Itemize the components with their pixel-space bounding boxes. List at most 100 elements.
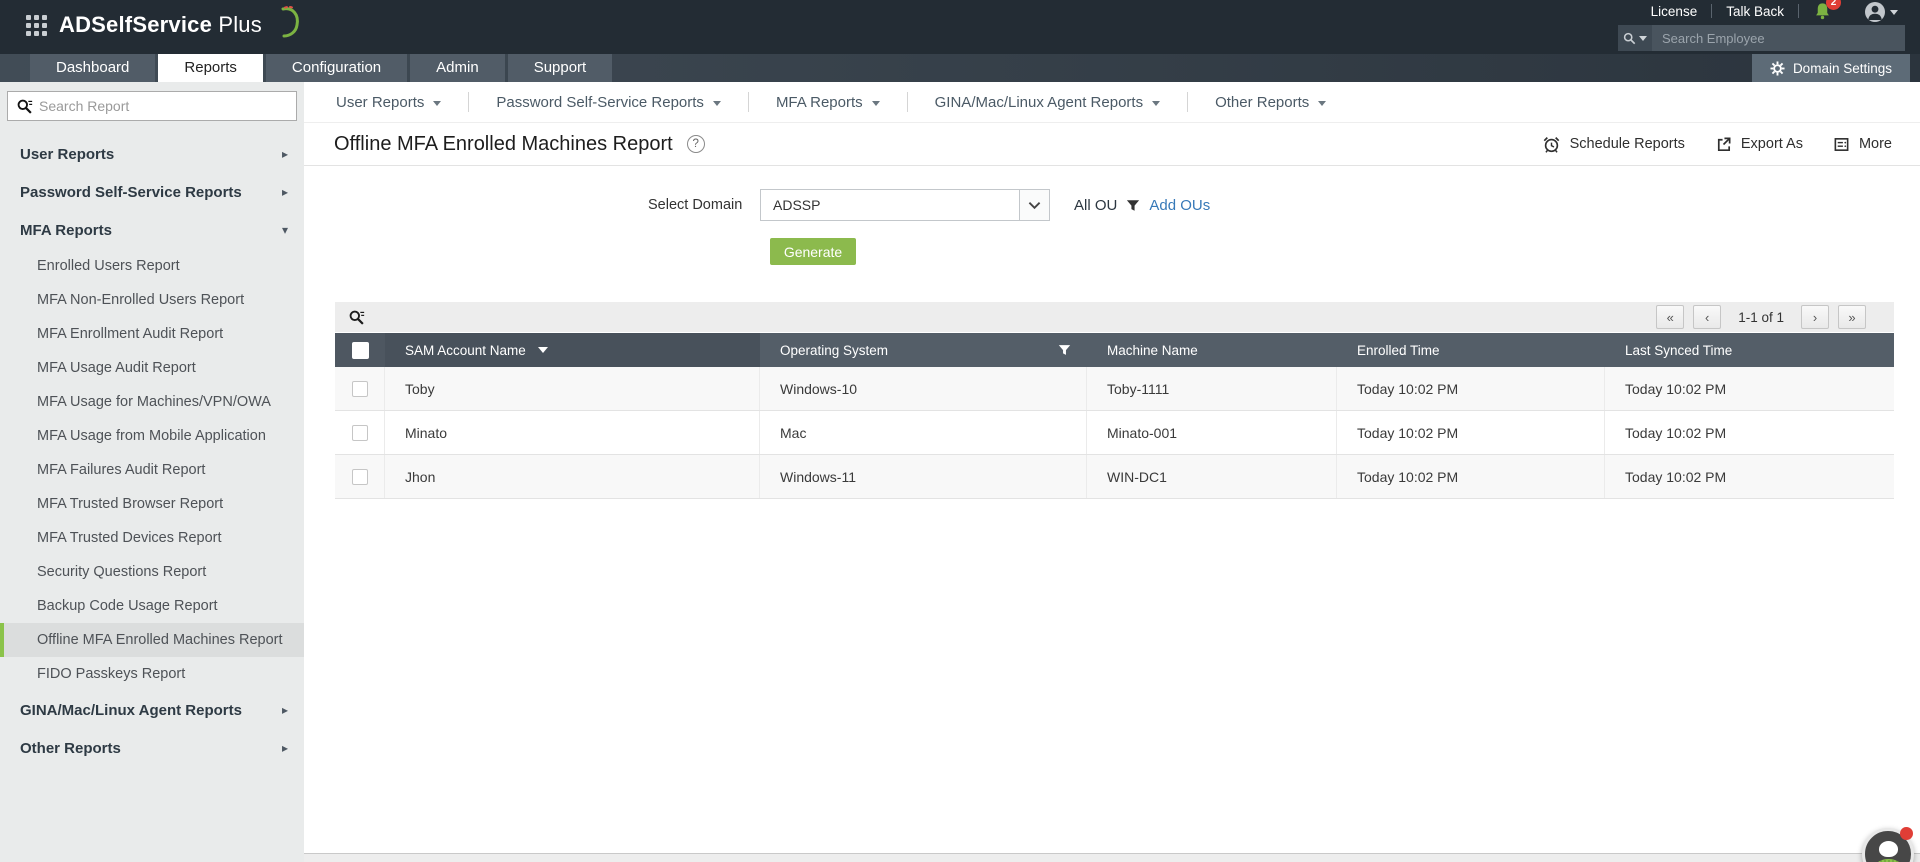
logo-swoosh-icon	[276, 5, 302, 39]
subnav-item[interactable]: Password Self-Service Reports	[469, 92, 749, 112]
schedule-reports-button[interactable]: Schedule Reports	[1542, 135, 1685, 154]
generate-button[interactable]: Generate	[770, 238, 856, 265]
sidebar-item-label: FIDO Passkeys Report	[37, 666, 186, 682]
sidebar-item[interactable]: MFA Reports	[0, 211, 304, 249]
sidebar-item[interactable]: MFA Trusted Browser Report	[0, 487, 304, 521]
table-header-columns: SAM Account Name Operating System Machin…	[385, 333, 1894, 367]
logo-bold-text: ADSelfService	[59, 12, 213, 37]
next-page-button[interactable]: ›	[1801, 305, 1829, 329]
export-icon	[1717, 137, 1731, 151]
cell-machine-name: Toby-1111	[1087, 367, 1337, 410]
sidebar-item-label: GINA/Mac/Linux Agent Reports	[20, 701, 242, 719]
subnav-item-label: GINA/Mac/Linux Agent Reports	[934, 93, 1144, 111]
column-header[interactable]: Last Synced Time	[1605, 333, 1894, 367]
search-icon	[1623, 32, 1636, 44]
cell-enrolled-time: Today 10:02 PM	[1337, 367, 1605, 410]
subnav-item-label: Password Self-Service Reports	[496, 93, 704, 111]
domain-settings-button[interactable]: Domain Settings	[1751, 54, 1910, 82]
app-header: ADSelfService Plus License Talk Back 2	[0, 0, 1920, 54]
more-button[interactable]: More	[1833, 136, 1892, 153]
sidebar-item[interactable]: MFA Failures Audit Report	[0, 453, 304, 487]
nav-tabs: Dashboard Reports Configuration Admin Suppor…	[30, 54, 613, 82]
subnav-item[interactable]: Other Reports	[1188, 92, 1353, 112]
pagination: « ‹ 1-1 of 1 › »	[1656, 305, 1866, 329]
subnav-item[interactable]: GINA/Mac/Linux Agent Reports	[908, 92, 1189, 112]
row-checkbox-cell	[335, 455, 385, 498]
sidebar-item[interactable]: Backup Code Usage Report	[0, 589, 304, 623]
chevron-icon	[282, 223, 288, 237]
sidebar-item[interactable]: MFA Trusted Devices Report	[0, 521, 304, 555]
table-row[interactable]: Minato Mac Minato-001 Today 10:02 PM Tod…	[335, 411, 1894, 455]
user-menu[interactable]	[1865, 2, 1898, 22]
chat-assistant-button[interactable]	[1862, 827, 1914, 862]
table-row[interactable]: Toby Windows-10 Toby-1111 Today 10:02 PM…	[335, 367, 1894, 411]
avatar-icon	[1865, 2, 1885, 22]
last-page-button[interactable]: »	[1838, 305, 1866, 329]
subnav-item[interactable]: User Reports	[309, 92, 470, 112]
employee-search-input[interactable]	[1652, 25, 1905, 51]
chevron-down-icon	[433, 100, 442, 106]
search-scope-button[interactable]	[1618, 25, 1652, 51]
row-checkbox[interactable]	[351, 424, 368, 441]
sidebar-item[interactable]: Enrolled Users Report	[0, 249, 304, 283]
column-header[interactable]: SAM Account Name	[385, 333, 760, 367]
employee-search	[1618, 25, 1905, 51]
sidebar-item[interactable]: Security Questions Report	[0, 555, 304, 589]
domain-select[interactable]: ADSSP	[760, 189, 1050, 221]
subnav-item-label: Other Reports	[1215, 93, 1310, 111]
nav-tab[interactable]: Admin	[410, 54, 505, 82]
table-row[interactable]: Jhon Windows-11 WIN-DC1 Today 10:02 PM T…	[335, 455, 1894, 499]
sidebar-item[interactable]: GINA/Mac/Linux Agent Reports	[0, 691, 304, 729]
filter-funnel-icon[interactable]	[1058, 344, 1071, 356]
cell-machine-name: Minato-001	[1087, 411, 1337, 454]
export-as-button[interactable]: Export As	[1715, 136, 1803, 153]
column-header[interactable]: Machine Name	[1087, 333, 1337, 367]
notification-dot	[1900, 827, 1913, 840]
sidebar-item[interactable]: Password Self-Service Reports	[0, 173, 304, 211]
gear-icon	[1770, 60, 1785, 76]
nav-tab[interactable]: Configuration	[265, 54, 408, 82]
sidebar-item-label: Password Self-Service Reports	[20, 183, 242, 201]
first-page-button[interactable]: «	[1656, 305, 1685, 329]
help-icon[interactable]: ?	[686, 135, 705, 153]
row-checkbox[interactable]	[351, 468, 368, 485]
sidebar-item[interactable]: Other Reports	[0, 729, 304, 767]
topbar-links: License Talk Back 2	[1650, 0, 1841, 22]
report-search-input[interactable]	[39, 98, 288, 114]
subnav-item[interactable]: MFA Reports	[749, 92, 908, 112]
report-form: Select Domain ADSSP All OU Add OUs Gener…	[304, 166, 1920, 265]
chevron-icon	[282, 703, 288, 717]
nav-tab[interactable]: Dashboard	[30, 54, 156, 82]
sidebar-item[interactable]: Offline MFA Enrolled Machines Report	[0, 623, 304, 657]
nav-tab[interactable]: Support	[507, 54, 613, 82]
nav-tab[interactable]: Reports	[158, 54, 263, 82]
more-label: More	[1858, 136, 1892, 152]
prev-page-button[interactable]: ‹	[1693, 305, 1722, 329]
row-checkbox[interactable]	[351, 380, 368, 397]
primary-nav: Dashboard Reports Configuration Admin Suppor…	[0, 54, 1920, 82]
table-header-row: SAM Account Name Operating System Machin…	[335, 333, 1894, 367]
talkback-link[interactable]: Talk Back	[1726, 3, 1784, 19]
column-header[interactable]: Enrolled Time	[1337, 333, 1605, 367]
report-search-box	[7, 91, 297, 121]
bot-body-icon	[1875, 859, 1902, 862]
all-ou-label[interactable]: All OU	[1074, 196, 1118, 214]
select-all-checkbox[interactable]	[351, 341, 369, 359]
sidebar-item[interactable]: FIDO Passkeys Report	[0, 657, 304, 691]
column-header[interactable]: Operating System	[760, 333, 1087, 367]
filter-funnel-icon[interactable]	[1126, 199, 1140, 212]
license-link[interactable]: License	[1650, 3, 1698, 19]
notifications-button[interactable]: 2	[1813, 0, 1841, 21]
apps-grid-icon[interactable]	[26, 14, 47, 36]
table-search-button[interactable]	[348, 309, 365, 326]
cell-sam-account-name: Minato	[385, 411, 760, 454]
sidebar-item[interactable]: MFA Non-Enrolled Users Report	[0, 283, 304, 317]
sidebar-item[interactable]: MFA Usage for Machines/VPN/OWA	[0, 385, 304, 419]
sidebar-item-label: MFA Usage for Machines/VPN/OWA	[37, 394, 271, 410]
sidebar-item-label: MFA Failures Audit Report	[37, 462, 206, 478]
sidebar-item[interactable]: MFA Usage from Mobile Application	[0, 419, 304, 453]
sidebar-item[interactable]: MFA Usage Audit Report	[0, 351, 304, 385]
sidebar-item[interactable]: MFA Enrollment Audit Report	[0, 317, 304, 351]
add-ous-link[interactable]: Add OUs	[1149, 196, 1211, 214]
sidebar-item[interactable]: User Reports	[0, 135, 304, 173]
